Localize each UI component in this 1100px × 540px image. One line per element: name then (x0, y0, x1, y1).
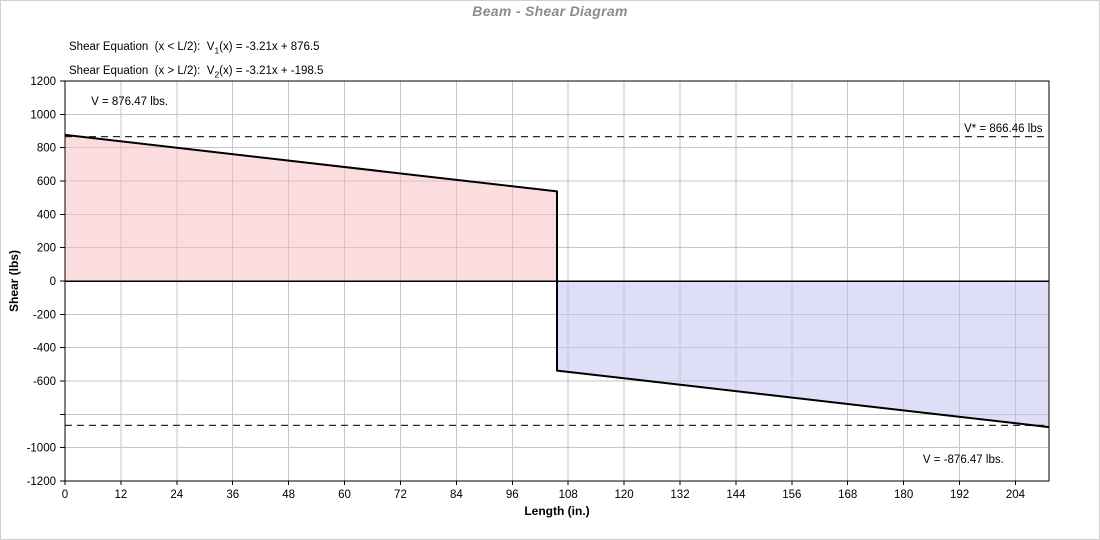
shear-equation-1: Shear Equation (x < L/2): V1(x) = -3.21x… (69, 37, 323, 61)
shear-value-annotation: V = 876.47 lbs. (91, 96, 168, 108)
x-tick-label: 156 (782, 489, 801, 501)
y-tick-label: 0 (50, 276, 56, 288)
equation-2-prefix: Shear Equation (x > L/2): V (69, 65, 215, 78)
equation-2-suffix: (x) = -3.21x + -198.5 (219, 65, 324, 78)
x-tick-label: 204 (1006, 489, 1026, 501)
equation-1-suffix: (x) = -3.21x + 876.5 (219, 41, 320, 53)
x-tick-label: 12 (115, 489, 128, 501)
equation-1-prefix: Shear Equation (x < L/2): V (69, 41, 215, 53)
x-axis-label: Length (in.) (524, 504, 589, 518)
positive-shear-area (65, 134, 557, 281)
x-tick-label: 132 (670, 489, 689, 501)
shear-value-annotation: V = -876.47 lbs. (923, 454, 1004, 466)
shear-value-annotation: V* = 866.46 lbs (964, 123, 1043, 135)
x-tick-label: 60 (338, 489, 351, 501)
y-tick-label: 600 (37, 176, 56, 188)
equation-1-subscript: 1 (214, 45, 220, 56)
y-tick-label: 800 (37, 143, 56, 155)
x-tick-label: 120 (614, 489, 633, 501)
y-tick-label: -400 (33, 343, 56, 355)
x-tick-label: 108 (559, 489, 578, 501)
x-tick-label: 96 (506, 489, 519, 501)
chart-title: Beam - Shear Diagram (472, 3, 628, 19)
x-tick-label: 84 (450, 489, 463, 501)
x-tick-label: 0 (62, 489, 68, 501)
negative-shear-area (557, 281, 1049, 428)
x-tick-label: 192 (950, 489, 969, 501)
x-tick-label: 36 (226, 489, 239, 501)
x-tick-label: 180 (894, 489, 913, 501)
y-tick-label: -1000 (27, 443, 56, 455)
shear-equations: Shear Equation (x < L/2): V1(x) = -3.21x… (69, 37, 323, 86)
x-tick-label: 144 (726, 489, 746, 501)
x-tick-label: 48 (282, 489, 295, 501)
y-tick-label: 400 (37, 209, 56, 221)
x-tick-label: 168 (838, 489, 857, 501)
x-tick-label: 24 (170, 489, 183, 501)
y-tick-label: 200 (37, 243, 56, 255)
y-tick-label: -1200 (27, 476, 56, 488)
y-axis-label: Shear (lbs) (7, 250, 21, 312)
y-tick-label: -600 (33, 376, 56, 388)
equation-2-subscript: 2 (214, 69, 220, 80)
shear-equation-2: Shear Equation (x > L/2): V2(x) = -3.21x… (69, 61, 323, 85)
y-tick-label: 1000 (30, 109, 56, 121)
y-tick-label: -200 (33, 309, 56, 321)
y-tick-label: 1200 (30, 76, 56, 88)
x-tick-label: 72 (394, 489, 407, 501)
